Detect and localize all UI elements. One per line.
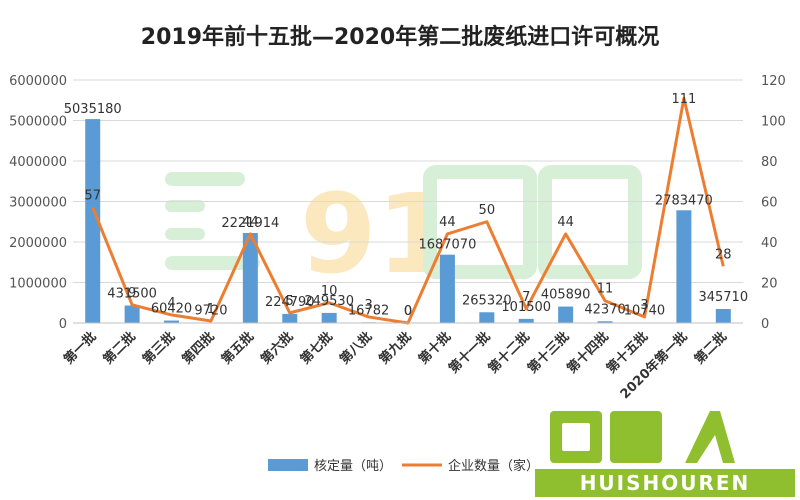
bar xyxy=(479,312,495,323)
y-left-tick-label: 3000000 xyxy=(9,196,67,211)
y-left-tick-label: 2000000 xyxy=(9,236,67,251)
bar xyxy=(558,306,574,323)
bar-value-label: 405890 xyxy=(541,288,591,303)
line-value-label: 57 xyxy=(84,189,101,204)
line-value-label: 11 xyxy=(597,282,614,297)
line-value-label: 3 xyxy=(640,298,648,313)
background-watermark: 91 xyxy=(165,165,642,298)
bar-value-label: 60420 xyxy=(151,302,192,317)
x-tick-label: 第十三批 xyxy=(524,329,572,377)
bar-value-label: 0 xyxy=(404,304,412,319)
bar-value-label: 265320 xyxy=(462,293,512,308)
line-value-label: 44 xyxy=(557,215,574,230)
x-tick-label: 第八批 xyxy=(337,329,376,368)
bar-value-label: 42370 xyxy=(584,302,625,317)
bar-value-label: 345710 xyxy=(698,290,748,305)
y-left-tick-label: 4000000 xyxy=(9,155,67,170)
x-tick-label: 第十二批 xyxy=(485,329,533,377)
bar-value-label: 249530 xyxy=(304,294,354,309)
bar xyxy=(85,119,101,323)
bar xyxy=(518,318,534,323)
bar-value-label: 10740 xyxy=(624,304,665,319)
y-left-tick-label: 5000000 xyxy=(9,115,67,130)
bar xyxy=(242,233,258,323)
svg-text:HUISHOUREN: HUISHOUREN xyxy=(580,471,751,495)
y-left-tick-label: 6000000 xyxy=(9,74,67,89)
y-right-tick-label: 20 xyxy=(761,277,778,292)
line-value-label: 3 xyxy=(364,298,372,313)
bar xyxy=(321,312,337,323)
huishouren-logo: HUISHOUREN xyxy=(535,405,795,500)
legend-swatch-bar xyxy=(268,459,308,471)
line-value-label: 1 xyxy=(207,302,215,317)
x-tick-label: 第十一批 xyxy=(446,329,494,377)
y-right-tick-label: 80 xyxy=(761,155,778,170)
legend-label-line: 企业数量（家） xyxy=(448,458,539,474)
bar-value-label: 101500 xyxy=(501,300,551,315)
x-tick-label: 第六批 xyxy=(258,329,297,368)
line-value-label: 28 xyxy=(715,247,732,262)
bar xyxy=(715,308,731,323)
bar-value-label: 16782 xyxy=(348,303,389,318)
x-tick-label: 第十批 xyxy=(415,329,454,368)
bar-value-label: 9720 xyxy=(194,304,227,319)
legend: 核定量（吨） 企业数量（家） xyxy=(268,458,539,474)
bar xyxy=(439,254,455,323)
line-value-label: 50 xyxy=(479,203,496,218)
line-value-label: 111 xyxy=(671,92,696,107)
bar xyxy=(124,305,140,323)
line-value-label: 10 xyxy=(321,284,338,299)
bar-value-label: 1687070 xyxy=(418,238,476,253)
bar xyxy=(282,313,298,323)
y-right-tick-label: 120 xyxy=(761,74,786,89)
x-tick-label: 第九批 xyxy=(376,329,415,368)
x-tick-label: 第四批 xyxy=(179,329,218,368)
line-value-label: 0 xyxy=(404,304,412,319)
bar-value-label: 2221914 xyxy=(221,216,279,231)
bar-value-label: 2783470 xyxy=(655,193,713,208)
bar xyxy=(164,320,180,323)
y-left-tick-label: 0 xyxy=(59,317,67,332)
chart-title: 2019年前十五批—2020年第二批废纸进口许可概况 xyxy=(141,24,659,50)
x-tick-label: 第二批 xyxy=(691,329,730,368)
y-right-tick-label: 0 xyxy=(761,317,769,332)
line-value-label: 44 xyxy=(439,215,456,230)
bar-value-label: 5035180 xyxy=(64,102,122,117)
x-tick-label: 第二批 xyxy=(100,329,139,368)
legend-label-bar: 核定量（吨） xyxy=(314,459,392,474)
x-tick-label: 第一批 xyxy=(61,329,100,368)
line-value-label: 5 xyxy=(286,294,294,309)
y-right-tick-label: 100 xyxy=(761,115,786,130)
x-tick-label: 第十四批 xyxy=(564,329,612,377)
y-right-tick-label: 40 xyxy=(761,236,778,251)
y-left-tick-label: 1000000 xyxy=(9,277,67,292)
bar xyxy=(597,321,613,323)
line-value-label: 44 xyxy=(242,215,259,230)
bar-value-label: 224790 xyxy=(265,295,315,310)
x-tick-label: 第七批 xyxy=(297,329,336,368)
line-value-label: 9 xyxy=(128,286,136,301)
line-value-label: 4 xyxy=(167,296,175,311)
bar-value-label: 431500 xyxy=(107,287,157,302)
line-value-label: 7 xyxy=(522,290,530,305)
y-right-tick-label: 60 xyxy=(761,196,778,211)
bar xyxy=(676,210,692,323)
bar-series xyxy=(85,119,731,323)
x-tick-label: 第五批 xyxy=(218,329,257,368)
x-tick-label: 第三批 xyxy=(139,329,178,368)
x-tick-label: 2020年第一批 xyxy=(617,329,691,403)
